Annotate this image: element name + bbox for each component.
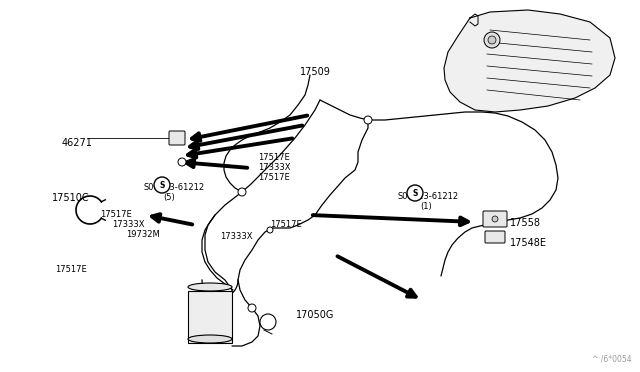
Circle shape (260, 314, 276, 330)
Text: 17517E: 17517E (55, 265, 87, 274)
Text: 17050G: 17050G (296, 310, 334, 320)
Circle shape (364, 116, 372, 124)
Text: 17333X: 17333X (220, 232, 253, 241)
Circle shape (267, 227, 273, 233)
Bar (188, 291, 232, 343)
FancyBboxPatch shape (485, 231, 505, 243)
Text: S08513-61212: S08513-61212 (398, 192, 459, 201)
Text: S: S (412, 189, 418, 198)
Polygon shape (444, 10, 615, 112)
Text: 17517E: 17517E (100, 210, 132, 219)
FancyBboxPatch shape (169, 131, 185, 145)
FancyBboxPatch shape (483, 211, 507, 227)
Text: 46271: 46271 (62, 138, 93, 148)
Circle shape (178, 158, 186, 166)
Text: 17517E: 17517E (258, 153, 290, 162)
Text: ^ /6*0054: ^ /6*0054 (593, 355, 632, 364)
Text: (1): (1) (420, 202, 432, 211)
Text: 17510C: 17510C (52, 193, 90, 203)
Circle shape (492, 216, 498, 222)
Text: 17558: 17558 (510, 218, 541, 228)
Text: S08513-61212: S08513-61212 (143, 183, 204, 192)
Text: S: S (159, 180, 164, 189)
Ellipse shape (188, 335, 232, 343)
Ellipse shape (188, 283, 232, 291)
Text: 17548E: 17548E (510, 238, 547, 248)
Text: (5): (5) (163, 193, 175, 202)
Text: 17333X: 17333X (258, 163, 291, 172)
Text: 17517E: 17517E (270, 220, 301, 229)
Text: 19732M: 19732M (126, 230, 160, 239)
Text: 17333X: 17333X (112, 220, 145, 229)
Circle shape (154, 177, 170, 193)
Circle shape (484, 32, 500, 48)
Text: 17517E: 17517E (258, 173, 290, 182)
Circle shape (248, 304, 256, 312)
Circle shape (407, 185, 423, 201)
Text: 17509: 17509 (300, 67, 331, 77)
Circle shape (488, 36, 496, 44)
Circle shape (238, 188, 246, 196)
